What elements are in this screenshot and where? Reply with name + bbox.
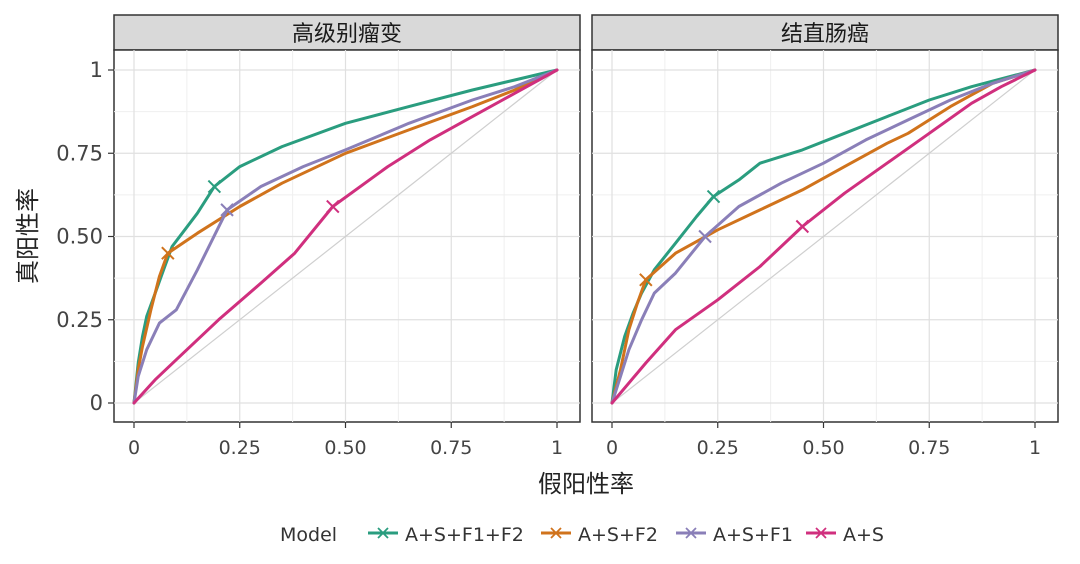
series-line-A+S: [132, 68, 559, 405]
y-tick-label: 0.75: [56, 141, 103, 165]
y-tick-label: 0.50: [56, 225, 103, 249]
y-tick-label: 0.25: [56, 308, 103, 332]
panel-title: 高级别瘤变: [292, 22, 402, 47]
reference-diagonal: [133, 69, 558, 404]
legend-title: Model: [280, 524, 337, 546]
x-axis-title: 假阳性率: [538, 470, 634, 498]
series-marker-A+S+F1+F2: [207, 179, 222, 194]
legend-label: A+S+F1: [713, 524, 793, 546]
legend-entry-A+S: A+S: [806, 524, 884, 546]
series-marker-A+S+F1: [220, 203, 234, 217]
x-tick-label: 0.75: [908, 437, 950, 459]
x-tick-label: 0.50: [802, 437, 844, 459]
x-tick-label: 1: [551, 437, 563, 459]
legend-entry-A+S+F1: A+S+F1: [676, 524, 793, 546]
panel-high-grade-neoplasia: 高级别瘤变 0 0.25 0.50 0.75 1: [113, 14, 581, 459]
legend-label: A+S: [843, 524, 884, 546]
series-layer: [610, 68, 1037, 405]
x-tick-label: 1: [1029, 437, 1041, 459]
series-line-A+S+F2: [610, 68, 1037, 405]
y-tick-label: 1: [90, 58, 103, 82]
panel-colorectal-cancer: 结直肠癌 0 0.25 0.50 0.75 1: [591, 14, 1059, 459]
series-marker-A+S+F1+F2: [706, 189, 721, 204]
series-line-A+S+F1+F2: [132, 68, 559, 405]
y-axis-title: 真阳性率: [14, 188, 42, 284]
legend-label: A+S+F1+F2: [405, 524, 524, 546]
x-tick-label: 0.50: [324, 437, 366, 459]
series-marker-A+S: [795, 219, 810, 234]
reference-diagonal: [611, 69, 1036, 404]
series-line-A+S: [610, 68, 1037, 405]
x-tick-label: 0: [128, 437, 140, 459]
x-tick-label: 0.25: [697, 437, 739, 459]
x-ticks: 0 0.25 0.50 0.75 1: [606, 422, 1041, 459]
legend-label: A+S+F2: [578, 524, 658, 546]
legend: Model A+S+F1+F2 A+S+F2 A+S+F1 A+S: [280, 524, 884, 546]
x-ticks: 0 0.25 0.50 0.75 1: [128, 422, 563, 459]
series-line-A+S+F1: [132, 68, 559, 405]
panel-title: 结直肠癌: [781, 22, 869, 47]
series-marker-A+S+F2: [161, 246, 175, 260]
series-marker-A+S+F2: [639, 273, 653, 287]
series-line-A+S+F2: [132, 68, 559, 405]
series-marker-A+S: [326, 199, 340, 214]
x-tick-label: 0.25: [219, 437, 261, 459]
panel-strip: [591, 14, 1059, 51]
panel-strip: [113, 14, 581, 51]
legend-entry-A+S+F2: A+S+F2: [541, 524, 658, 546]
y-tick-label: 0: [90, 391, 103, 415]
legend-entry-A+S+F1+F2: A+S+F1+F2: [368, 524, 524, 546]
y-ticks: 0 0.25 0.50 0.75 1: [56, 58, 114, 415]
series-marker-A+S+F1: [698, 229, 712, 244]
x-tick-label: 0: [606, 437, 618, 459]
series-layer: [132, 68, 559, 405]
grid: [592, 50, 1058, 422]
series-line-A+S+F1: [610, 68, 1037, 405]
x-tick-label: 0.75: [430, 437, 472, 459]
